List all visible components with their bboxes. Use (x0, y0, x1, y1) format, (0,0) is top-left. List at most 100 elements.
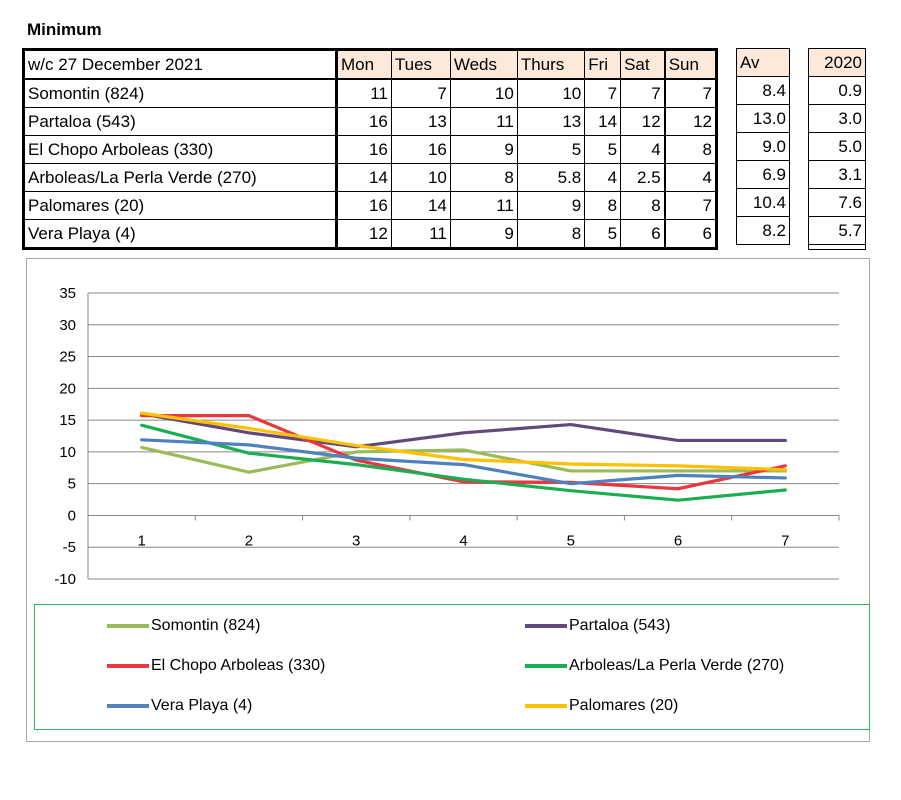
legend-item: Somontin (824) (107, 617, 260, 635)
y-tick-label: 15 (59, 412, 76, 429)
year-cell: 3.0 (808, 104, 866, 133)
line-chart: 35 30 25 20 15 10 5 0 -5 -10 1 2 3 4 5 6 7 (54, 285, 840, 588)
temperature-cell: 9 (449, 219, 518, 249)
station-name: Vera Playa (4) (23, 219, 338, 249)
temperature-cell: 8 (663, 135, 717, 164)
day-header: Thurs (516, 49, 586, 80)
temperature-cell: 12 (336, 219, 392, 249)
day-header: Tues (390, 49, 451, 80)
previous-year-table: 2020 0.9 3.0 5.0 3.1 7.6 5.7 (808, 48, 866, 250)
temperature-cell: 14 (336, 163, 392, 192)
day-header: Fri (584, 49, 622, 80)
x-tick-label: 1 (137, 532, 145, 549)
av-header-row: Av (736, 48, 790, 77)
y-tick-label: 25 (59, 349, 76, 366)
year-row: 7.6 (808, 188, 866, 217)
av-cell: 10.4 (736, 188, 790, 217)
x-tick-label: 3 (352, 532, 360, 549)
table-row: Somontin (824) 11 7 10 10 7 7 7 (23, 78, 717, 108)
temperature-cell: 7 (663, 191, 717, 220)
temperature-cell: 8 (449, 163, 518, 192)
station-name: Palomares (20) (23, 191, 338, 220)
day-header: Sun (663, 49, 717, 80)
temperature-cell: 2.5 (620, 163, 666, 192)
temperature-cell: 4 (584, 163, 622, 192)
legend-item: Palomares (20) (525, 697, 678, 715)
legend-label: Partaloa (543) (569, 617, 671, 634)
av-row: 9.0 (736, 132, 790, 161)
table-row: Vera Playa (4) 12 11 9 8 5 6 6 (23, 219, 717, 249)
temperature-cell: 11 (390, 219, 451, 249)
temperature-cell: 6 (663, 219, 717, 249)
temperature-cell: 5.8 (516, 163, 586, 192)
legend-item: Vera Playa (4) (107, 697, 252, 715)
table-row: Partaloa (543) 16 13 11 13 14 12 12 (23, 107, 717, 136)
av-cell: 6.9 (736, 160, 790, 189)
x-tick-label: 5 (567, 532, 575, 549)
temperature-cell: 6 (620, 219, 666, 249)
year-cell-empty (809, 245, 866, 250)
week-label: w/c 27 December 2021 (23, 49, 338, 80)
temperature-cell: 11 (336, 78, 392, 108)
temperature-cell: 10 (516, 78, 586, 108)
temperature-cell: 7 (663, 78, 717, 108)
x-tick-label: 7 (781, 532, 789, 549)
legend-label: Somontin (824) (151, 617, 261, 634)
legend-swatch (107, 664, 149, 668)
year-cell: 5.0 (808, 132, 866, 161)
temperature-cell: 5 (584, 135, 622, 164)
table-row: El Chopo Arboleas (330) 16 16 9 5 5 4 8 (23, 135, 717, 164)
temperature-cell: 5 (516, 135, 586, 164)
temperature-cell: 16 (336, 107, 392, 136)
y-tick-label: -10 (54, 571, 76, 588)
series-line-arboleas-la-perla-verde-270 (140, 423, 787, 502)
day-header: Mon (336, 49, 392, 80)
av-row: 13.0 (736, 104, 790, 133)
temperature-cell: 13 (516, 107, 586, 136)
series-line-somontin-824 (140, 445, 787, 474)
legend-label: El Chopo Arboleas (330) (151, 657, 326, 674)
temperature-cell: 16 (390, 135, 451, 164)
table-header-row: w/c 27 December 2021 Mon Tues Weds Thurs Fri S… (23, 49, 717, 80)
day-header: Weds (449, 49, 518, 80)
temperature-cell: 10 (390, 163, 451, 192)
series-line-vera-playa-4 (140, 438, 787, 486)
temperature-cell: 10 (449, 78, 518, 108)
temperature-cell: 16 (336, 135, 392, 164)
year-cell: 3.1 (808, 160, 866, 189)
year-row: 5.0 (808, 132, 866, 161)
legend-swatch (107, 624, 149, 628)
y-tick-label: 5 (68, 476, 76, 493)
y-tick-label: 10 (59, 444, 76, 461)
temperature-cell: 7 (620, 78, 666, 108)
temperature-cell: 4 (663, 163, 717, 192)
x-tick-label: 6 (674, 532, 682, 549)
year-row: 3.0 (808, 104, 866, 133)
temperature-cell: 7 (390, 78, 451, 108)
legend-swatch (525, 624, 567, 628)
av-row: 8.2 (736, 216, 790, 245)
av-header: Av (736, 48, 790, 77)
average-table: Av 8.4 13.0 9.0 6.9 10.4 8.2 (736, 48, 790, 245)
day-header: Sat (620, 49, 666, 80)
temperature-cell: 8 (620, 191, 666, 220)
legend-swatch (525, 664, 567, 668)
temperature-cell: 11 (449, 107, 518, 136)
legend-label: Vera Playa (4) (151, 697, 253, 714)
minimum-temperature-table: w/c 27 December 2021 Mon Tues Weds Thurs Fri S… (22, 48, 718, 250)
year-header-row: 2020 (808, 48, 866, 77)
temperature-cell: 13 (390, 107, 451, 136)
year-cell: 5.7 (808, 216, 866, 245)
legend-swatch (525, 704, 567, 708)
y-tick-label: 0 (68, 507, 76, 524)
y-tick-label: 35 (59, 285, 76, 302)
year-row: 0.9 (808, 76, 866, 105)
legend-label: Arboleas/La Perla Verde (270) (569, 657, 785, 674)
temperature-cell: 4 (620, 135, 666, 164)
year-row: 5.7 (808, 216, 866, 245)
y-tick-label: 20 (59, 380, 76, 397)
temperature-cell: 16 (336, 191, 392, 220)
av-cell: 9.0 (736, 132, 790, 161)
year-row: 3.1 (808, 160, 866, 189)
temperature-cell: 12 (663, 107, 717, 136)
